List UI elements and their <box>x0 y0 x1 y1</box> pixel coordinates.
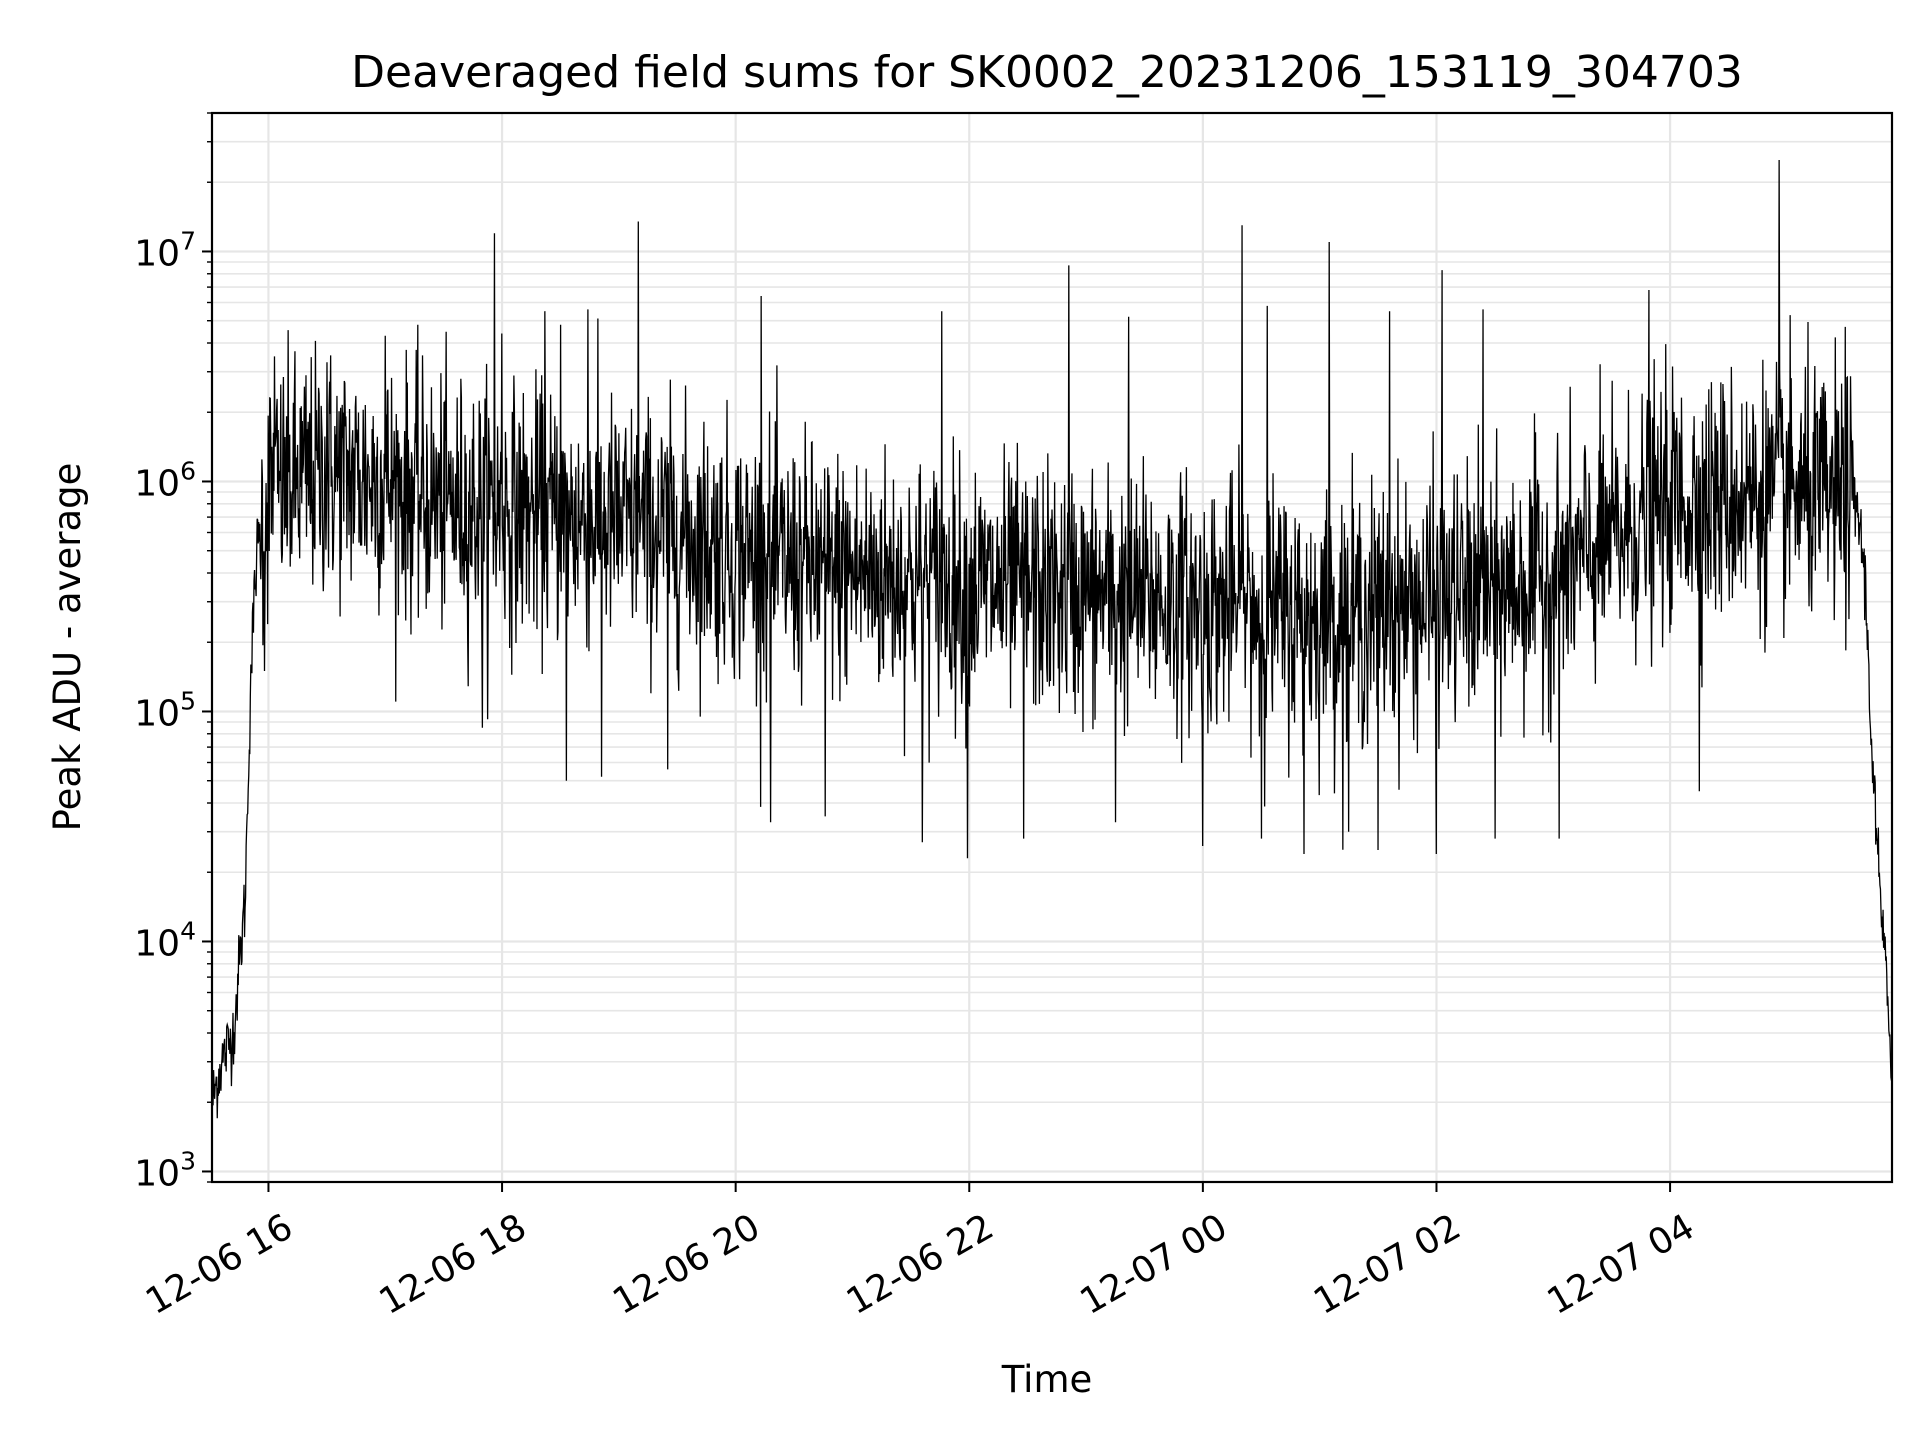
plot-area <box>211 159 1893 1119</box>
y-tick-base: 10 <box>134 693 180 734</box>
y-tick-label: 106 <box>134 456 196 504</box>
y-tick-label: 105 <box>134 686 196 734</box>
y-tick-exponent: 4 <box>180 916 196 945</box>
x-axis-label: Time <box>1001 1358 1093 1401</box>
y-axis-label: Peak ADU - average <box>46 463 89 832</box>
y-tick-exponent: 3 <box>180 1146 196 1175</box>
series-line <box>211 159 1893 1119</box>
y-tick-base: 10 <box>134 923 180 964</box>
y-tick-exponent: 6 <box>180 456 196 485</box>
y-tick-exponent: 7 <box>180 226 196 255</box>
y-tick-label: 107 <box>134 226 196 274</box>
y-tick-base: 10 <box>134 1153 180 1194</box>
chart-title: Deaveraged field sums for SK0002_2023120… <box>351 47 1743 98</box>
y-tick-base: 10 <box>134 233 180 274</box>
y-tick-label: 104 <box>134 916 196 964</box>
axes-frame <box>210 111 1894 1184</box>
y-tick-exponent: 5 <box>180 686 196 715</box>
y-tick-base: 10 <box>134 463 180 504</box>
grid <box>212 112 1892 1183</box>
y-tick-label: 103 <box>134 1146 196 1194</box>
